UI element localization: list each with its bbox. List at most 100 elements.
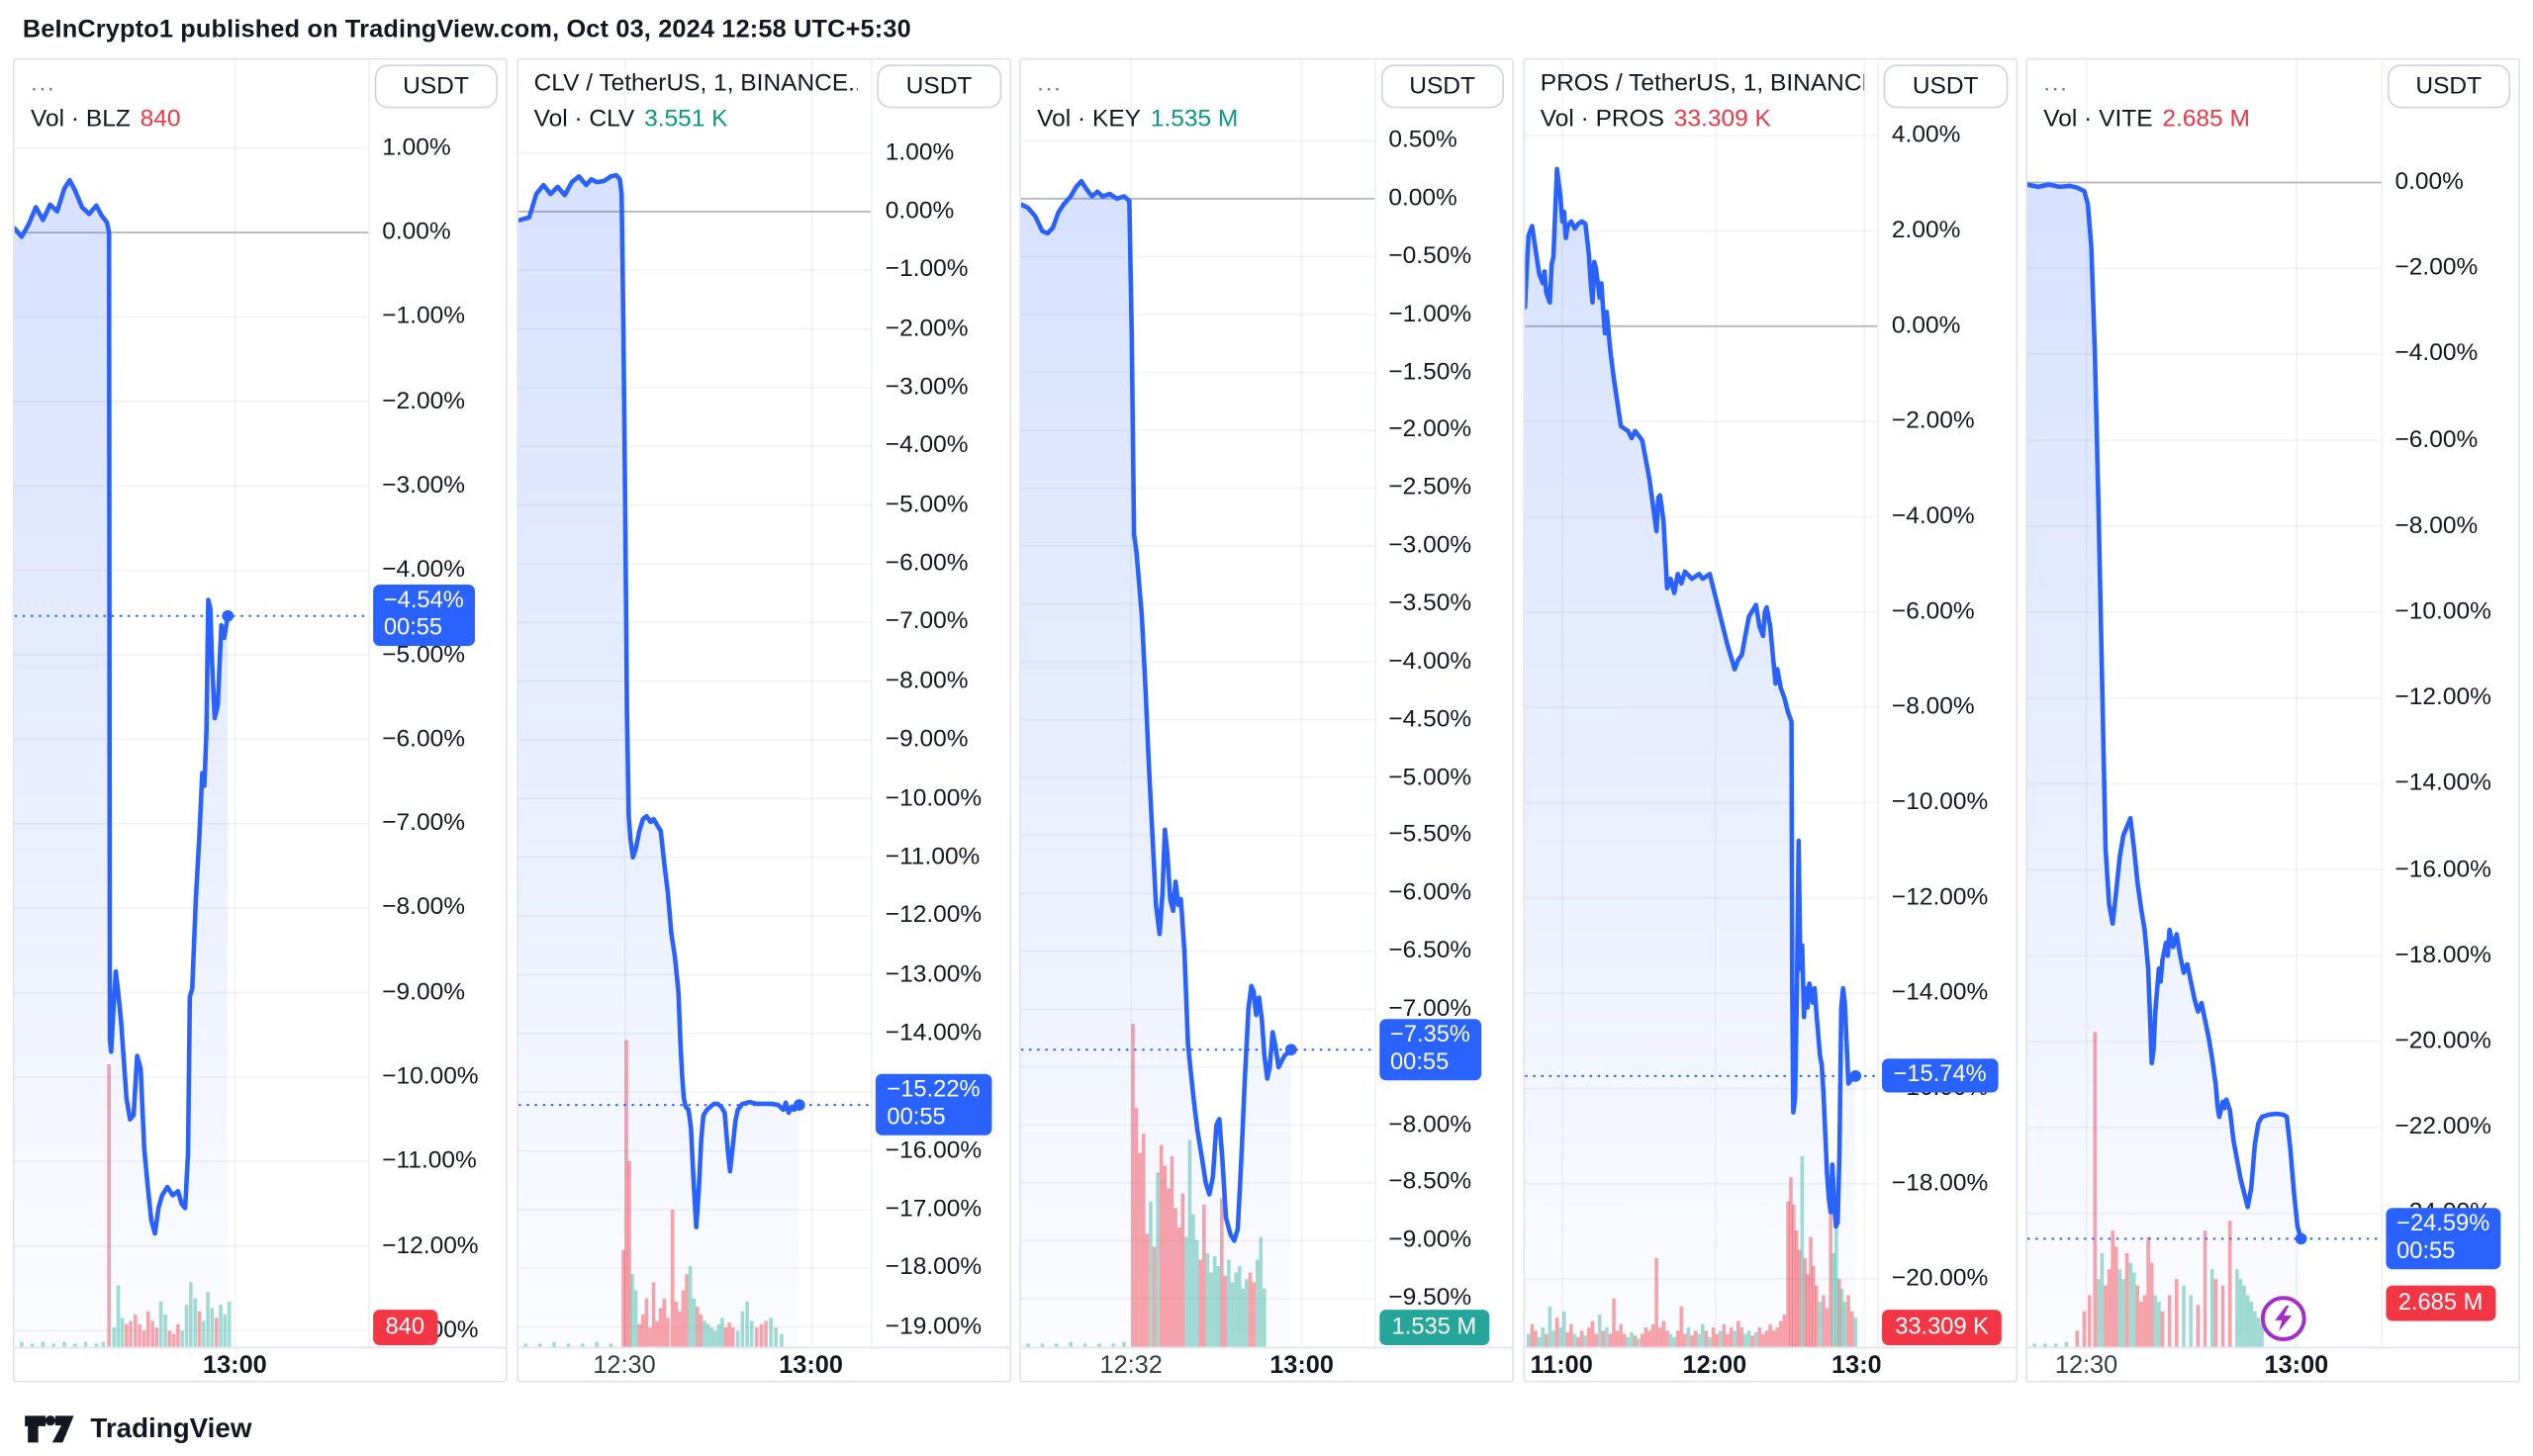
plot-area[interactable]: PROS / TetherUS, 1, BINANCE... Vol · PRO… — [1524, 59, 1878, 1347]
price-tick-label: −4.00% — [885, 431, 969, 460]
lightning-event-icon[interactable] — [2260, 1295, 2306, 1341]
price-tick-label: −2.00% — [1388, 415, 1472, 443]
price-tick-label: −7.00% — [1388, 994, 1472, 1023]
chart-row: CLV / TetherUS, 1, BINANCE... Vol · CLV 3… — [517, 59, 1008, 1347]
price-tick-label: −11.00% — [382, 1146, 477, 1175]
chart-legend: ... Vol · VITE 2.685 M — [2043, 69, 2250, 133]
time-tick-label: 12:32 — [1099, 1351, 1163, 1380]
chart-panel: ... Vol · VITE 2.685 M USDT −24.59% 00:55 … — [2025, 57, 2520, 1383]
time-tick-label: 13:00 — [1831, 1351, 1880, 1380]
attribution-text: BeInCrypto1 published on TradingView.com… — [22, 16, 911, 45]
chart-legend: PROS / TetherUS, 1, BINANCE... Vol · PRO… — [1541, 69, 1864, 133]
price-tick-label: −6.50% — [1388, 937, 1472, 964]
legend-separator: · — [2077, 105, 2100, 133]
price-tick-label: −22.00% — [2394, 1113, 2491, 1140]
time-axis-labels: 11:00 12:00 13:00 — [1524, 1348, 1879, 1381]
price-tick-label: −5.50% — [1388, 820, 1472, 849]
time-axis[interactable]: 12:30 13:00 — [2026, 1346, 2519, 1381]
plot-area[interactable]: ... Vol · BLZ 840 — [14, 59, 368, 1347]
last-price-label: −24.59% 00:55 — [2385, 1208, 2501, 1270]
last-price-label: −15.22% 00:55 — [875, 1074, 991, 1137]
symbol-title[interactable]: ... — [2043, 69, 2069, 97]
price-tick-label: −8.50% — [1388, 1168, 1472, 1196]
price-tick-label: −7.00% — [382, 809, 465, 837]
plot-area[interactable]: ... Vol · KEY 1.535 M — [1020, 59, 1374, 1347]
symbol-title[interactable]: PROS / TetherUS, 1, BINANCE... — [1540, 69, 1864, 97]
time-tick-label: 13:00 — [2264, 1351, 2329, 1380]
time-tick-label: 12:30 — [593, 1351, 656, 1380]
price-tick-label: −1.00% — [382, 302, 465, 330]
time-axis[interactable]: 12:32 13:00 — [1020, 1346, 1513, 1381]
price-tick-label: −6.00% — [1388, 878, 1472, 907]
price-tick-label: −4.00% — [1891, 501, 1975, 530]
currency-toggle-button[interactable]: USDT — [1883, 64, 2008, 109]
time-axis-labels: 12:30 13:00 — [517, 1348, 873, 1381]
volume-value-label: 1.535 M — [1378, 1310, 1490, 1345]
price-chart-svg — [517, 59, 872, 1347]
price-tick-label: 1.00% — [885, 137, 955, 166]
volume-value: 1.535 M — [1150, 105, 1239, 133]
price-tick-label: −7.00% — [885, 607, 969, 636]
volume-legend[interactable]: Vol · BLZ 840 — [31, 105, 180, 133]
price-tick-label: −9.50% — [1388, 1284, 1472, 1312]
price-tick-label: −10.00% — [1891, 787, 1989, 816]
price-tick-label: −0.50% — [1388, 241, 1472, 270]
currency-toggle-button[interactable]: USDT — [877, 64, 1001, 109]
tradingview-footer[interactable]: TradingView — [0, 1383, 2533, 1447]
price-tick-label: −10.00% — [382, 1062, 479, 1091]
price-tick-label: −3.00% — [885, 373, 969, 401]
price-tick-label: −13.00% — [885, 959, 983, 988]
time-axis[interactable]: 12:30 13:00 — [517, 1346, 1009, 1381]
volume-label: Vol — [1037, 105, 1072, 133]
price-tick-label: −8.00% — [382, 893, 465, 922]
chart-panel: ... Vol · BLZ 840 USDT −4.54% 00:55 1.00% 0… — [13, 57, 508, 1383]
currency-toggle-button[interactable]: USDT — [374, 64, 498, 109]
price-tick-label: −6.00% — [2394, 425, 2479, 454]
time-axis-labels: 13:00 — [15, 1348, 370, 1381]
time-axis[interactable]: 11:00 12:00 13:00 — [1524, 1346, 2016, 1381]
price-axis[interactable]: USDT −15.22% 00:55 1.00% 0.00% −1.00% −2.00%… — [871, 59, 1008, 1347]
symbol-ticker: PROS — [1595, 105, 1664, 133]
volume-value: 2.685 M — [2162, 105, 2250, 133]
symbol-title[interactable]: ... — [31, 69, 56, 97]
chart-legend: ... Vol · KEY 1.535 M — [1037, 69, 1238, 133]
volume-legend[interactable]: Vol · VITE 2.685 M — [2043, 105, 2250, 133]
volume-legend[interactable]: Vol · PROS 33.309 K — [1541, 105, 1864, 133]
volume-legend[interactable]: Vol · CLV 3.551 K — [534, 105, 858, 133]
price-tick-label: −11.00% — [885, 842, 981, 870]
time-tick-label: 12:00 — [1682, 1351, 1747, 1380]
price-tick-label: −16.00% — [885, 1136, 983, 1164]
price-tick-label: −19.00% — [885, 1312, 983, 1340]
currency-toggle-button[interactable]: USDT — [2387, 64, 2511, 109]
price-axis[interactable]: USDT −24.59% 00:55 0.00% −2.00% −4.00% −6.00… — [2380, 59, 2518, 1347]
price-tick-label: −4.00% — [2394, 339, 2479, 368]
price-chart-svg — [2026, 59, 2381, 1347]
price-tick-label: −14.00% — [2394, 769, 2491, 797]
chart-panels-row: ... Vol · BLZ 840 USDT −4.54% 00:55 1.00% 0… — [0, 57, 2533, 1383]
plot-area[interactable]: CLV / TetherUS, 1, BINANCE... Vol · CLV 3… — [517, 59, 872, 1347]
tradingview-logo-icon — [25, 1415, 74, 1443]
time-axis[interactable]: 13:00 — [14, 1346, 507, 1381]
price-tick-label: −8.00% — [1891, 692, 1975, 721]
price-tick-label: −1.50% — [1388, 357, 1472, 386]
price-tick-label: −16.00% — [2394, 855, 2491, 883]
volume-legend[interactable]: Vol · KEY 1.535 M — [1037, 105, 1238, 133]
volume-value-label: 33.309 K — [1882, 1310, 2003, 1345]
price-tick-label: −2.00% — [885, 314, 969, 342]
time-tick-label: 13:00 — [1269, 1351, 1334, 1380]
time-tick-label: 13:00 — [779, 1351, 843, 1380]
chart-legend: CLV / TetherUS, 1, BINANCE... Vol · CLV 3… — [534, 69, 858, 133]
price-tick-label: −3.00% — [382, 471, 465, 500]
price-axis[interactable]: USDT −15.74% 4.00% 2.00% 0.00% −2.00% −4.00%… — [1877, 59, 2015, 1347]
symbol-title[interactable]: ... — [1037, 69, 1063, 97]
price-axis[interactable]: USDT −4.54% 00:55 1.00% 0.00% −1.00% −2.00% −… — [367, 59, 506, 1347]
chart-panel: ... Vol · KEY 1.535 M USDT −7.35% 00:55 0.… — [1019, 57, 1514, 1383]
currency-toggle-button[interactable]: USDT — [1380, 64, 1504, 109]
price-tick-label: −20.00% — [1891, 1264, 1989, 1293]
price-tick-label: −4.50% — [1388, 704, 1472, 733]
symbol-title[interactable]: CLV / TetherUS, 1, BINANCE... — [533, 69, 858, 97]
price-axis[interactable]: USDT −7.35% 00:55 0.50% 0.00% −0.50% −1.00% −… — [1373, 59, 1512, 1347]
volume-value-label: 840 — [372, 1310, 438, 1345]
plot-area[interactable]: ... Vol · VITE 2.685 M — [2026, 59, 2381, 1347]
